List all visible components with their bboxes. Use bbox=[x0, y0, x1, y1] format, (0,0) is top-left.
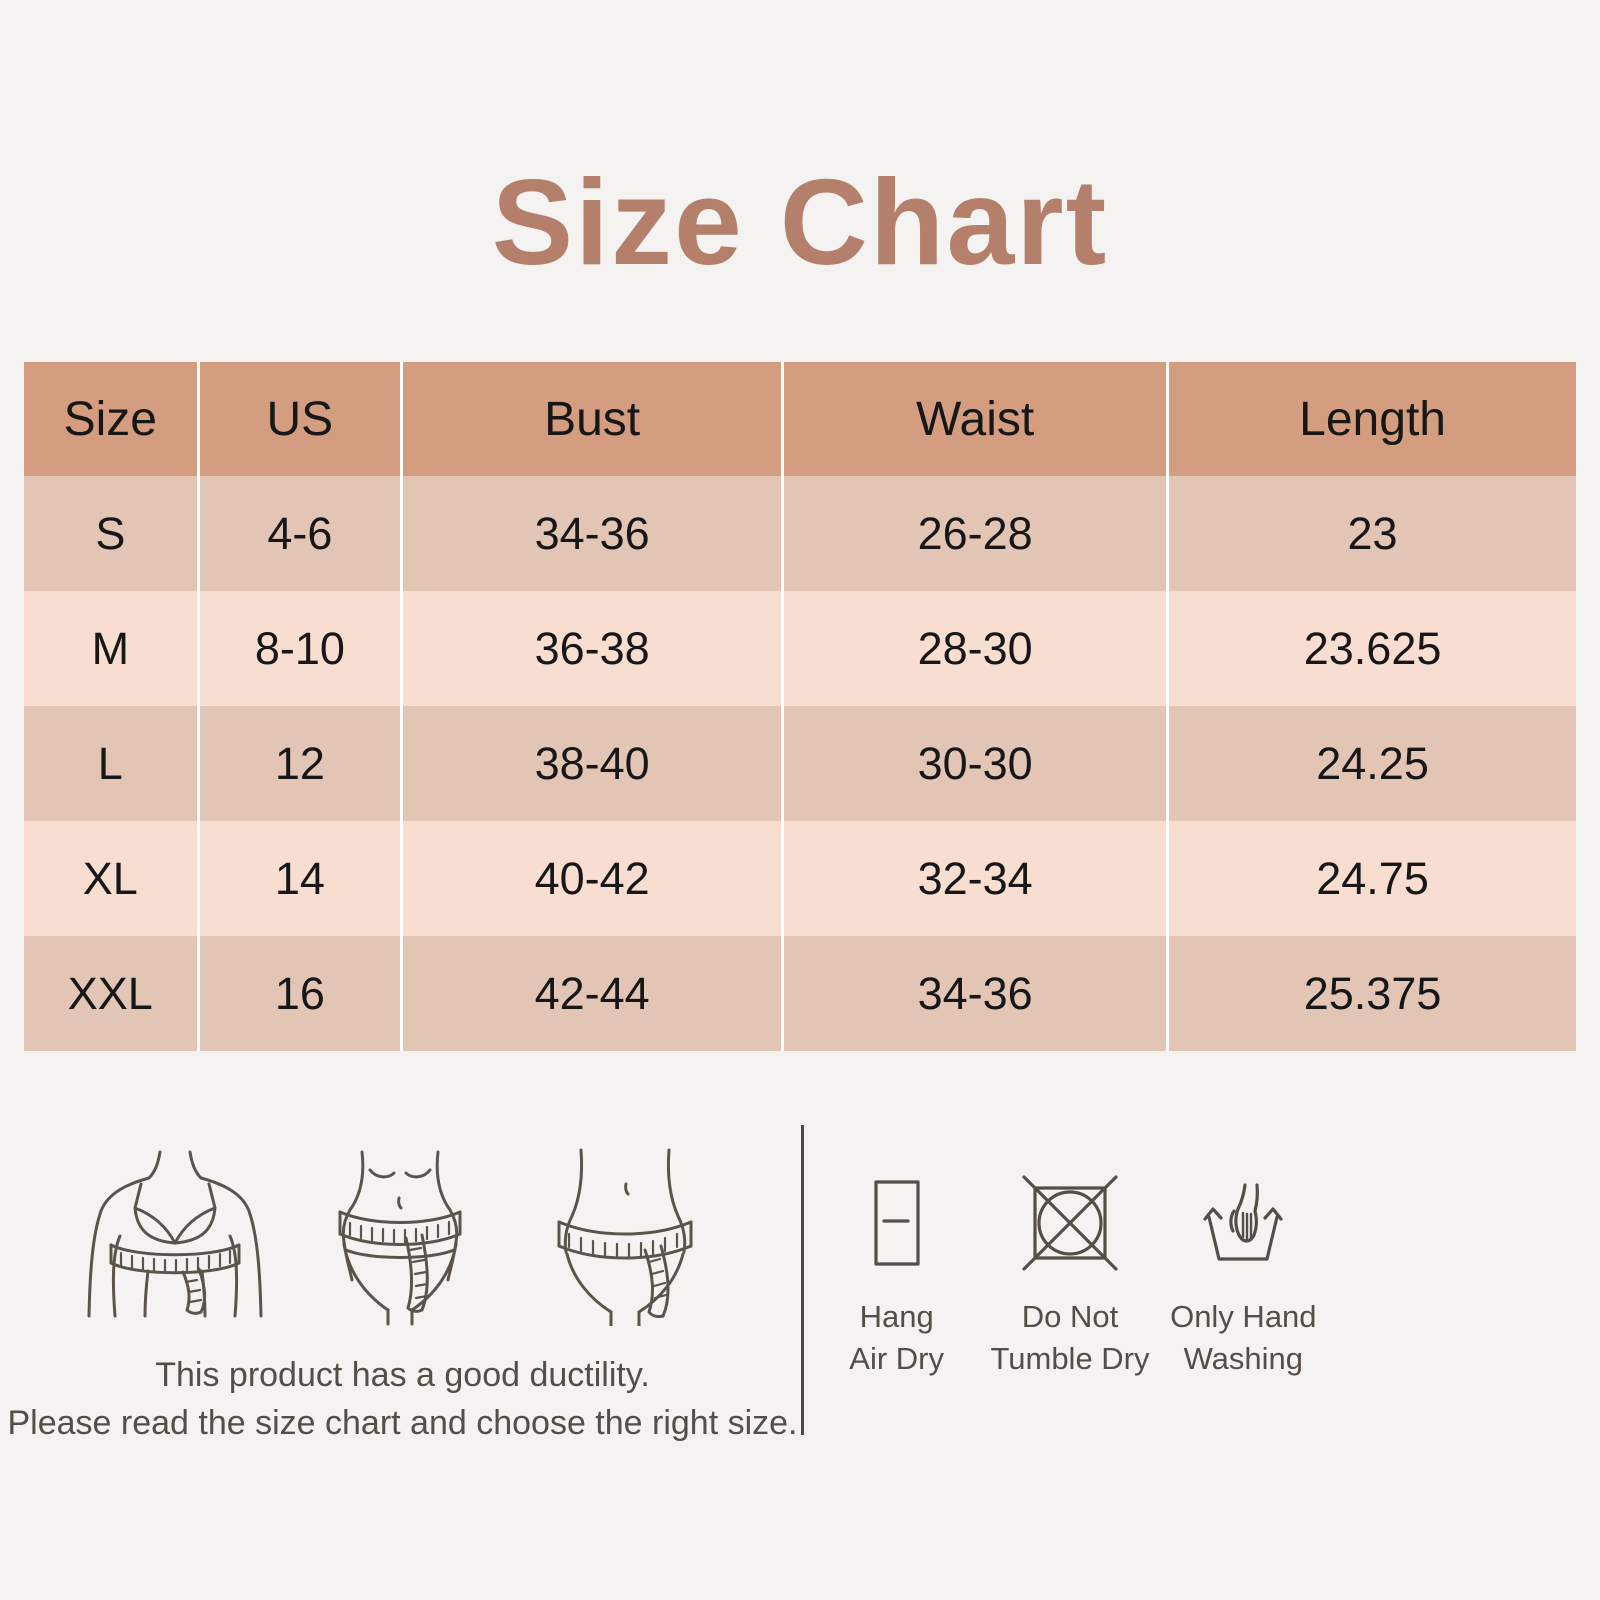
care-item-hang-air-dry: Hang Air Dry bbox=[810, 1168, 983, 1380]
care-label-line2: Tumble Dry bbox=[990, 1340, 1150, 1376]
care-label-line2: Washing bbox=[1183, 1340, 1304, 1376]
waist-measurement-icon bbox=[300, 1146, 500, 1326]
care-label-line1: Do Not bbox=[1021, 1299, 1119, 1334]
table-cell-size-s: S bbox=[24, 476, 197, 591]
vertical-divider bbox=[801, 1125, 804, 1435]
care-label: Hang Air Dry bbox=[849, 1296, 944, 1380]
table-cell-us-l: 12 bbox=[199, 706, 401, 821]
do-not-tumble-dry-icon bbox=[1018, 1168, 1122, 1278]
column-header-waist: Waist bbox=[784, 362, 1167, 476]
table-cell-bust-m: 36-38 bbox=[403, 591, 782, 706]
table-cell-length-l: 24.25 bbox=[1169, 706, 1576, 821]
table-cell-bust-s: 34-36 bbox=[403, 476, 782, 591]
table-cell-waist-m: 28-30 bbox=[784, 591, 1167, 706]
care-instructions: Hang Air Dry Do Not Tumble Dry bbox=[810, 1168, 1330, 1380]
table-cell-waist-xxl: 34-36 bbox=[784, 936, 1167, 1051]
table-cell-length-m: 23.625 bbox=[1169, 591, 1576, 706]
care-label-line1: Hang bbox=[859, 1299, 934, 1334]
table-cell-us-xxl: 16 bbox=[199, 936, 401, 1051]
bust-measurement-icon bbox=[75, 1146, 275, 1326]
care-label: Do Not Tumble Dry bbox=[990, 1296, 1149, 1380]
care-label-line2: Air Dry bbox=[849, 1340, 945, 1376]
column-header-bust: Bust bbox=[403, 362, 782, 476]
table-cell-us-xl: 14 bbox=[199, 821, 401, 936]
only-hand-washing-icon bbox=[1199, 1168, 1287, 1278]
table-cell-us-s: 4-6 bbox=[199, 476, 401, 591]
table-cell-length-xxl: 25.375 bbox=[1169, 936, 1576, 1051]
hang-air-dry-icon bbox=[873, 1168, 921, 1278]
care-item-do-not-tumble-dry: Do Not Tumble Dry bbox=[983, 1168, 1156, 1380]
column-header-size: Size bbox=[24, 362, 197, 476]
column-header-us: US bbox=[199, 362, 401, 476]
care-label: Only Hand Washing bbox=[1170, 1296, 1316, 1380]
care-label-line1: Only Hand bbox=[1170, 1299, 1317, 1334]
hip-measurement-icon bbox=[525, 1146, 725, 1326]
care-item-only-hand-washing: Only Hand Washing bbox=[1157, 1168, 1330, 1380]
table-cell-size-l: L bbox=[24, 706, 197, 821]
table-cell-waist-l: 30-30 bbox=[784, 706, 1167, 821]
table-cell-us-m: 8-10 bbox=[199, 591, 401, 706]
table-cell-length-xl: 24.75 bbox=[1169, 821, 1576, 936]
table-cell-length-s: 23 bbox=[1169, 476, 1576, 591]
table-cell-size-xl: XL bbox=[24, 821, 197, 936]
table-cell-size-xxl: XXL bbox=[24, 936, 197, 1051]
column-header-length: Length bbox=[1169, 362, 1576, 476]
page-title: Size Chart bbox=[491, 154, 1109, 290]
size-chart-table: Size US Bust Waist Length S 4-6 34-36 26… bbox=[24, 362, 1576, 1051]
measurement-figures bbox=[75, 1146, 725, 1326]
table-cell-bust-xl: 40-42 bbox=[403, 821, 782, 936]
table-cell-bust-l: 38-40 bbox=[403, 706, 782, 821]
table-cell-bust-xxl: 42-44 bbox=[403, 936, 782, 1051]
product-note-line1: This product has a good ductility. bbox=[155, 1356, 650, 1394]
table-cell-waist-s: 26-28 bbox=[784, 476, 1167, 591]
table-cell-waist-xl: 32-34 bbox=[784, 821, 1167, 936]
table-cell-size-m: M bbox=[24, 591, 197, 706]
product-note: This product has a good ductility. Pleas… bbox=[0, 1352, 805, 1447]
product-note-line2: Please read the size chart and choose th… bbox=[7, 1403, 798, 1442]
